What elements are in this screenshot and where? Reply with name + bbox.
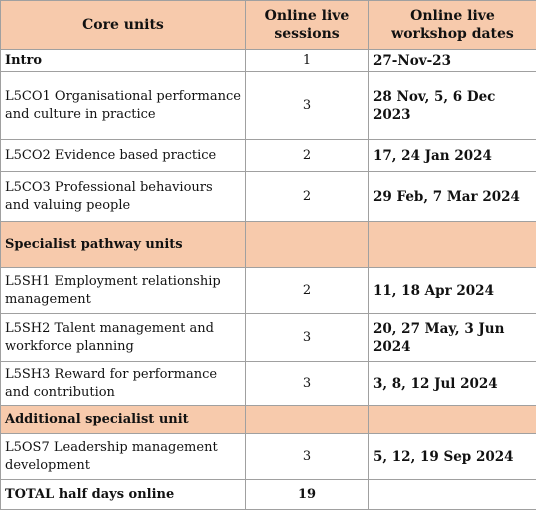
unit-cell: L5SH3 Reward for performance and contrib… bbox=[0, 361, 246, 406]
empty-cell bbox=[368, 479, 536, 510]
section-row: Additional specialist unit bbox=[0, 405, 536, 434]
sessions-cell: 2 bbox=[245, 267, 369, 314]
total-label: TOTAL half days online bbox=[0, 479, 246, 510]
empty-cell bbox=[245, 405, 369, 434]
row: L5SH2 Talent management and workforce pl… bbox=[0, 313, 536, 362]
sessions-cell: 1 bbox=[245, 49, 369, 72]
row: L5CO1 Organisational performance and cul… bbox=[0, 71, 536, 140]
row: L5CO2 Evidence based practice 2 17, 24 J… bbox=[0, 139, 536, 172]
sessions-cell: 3 bbox=[245, 433, 369, 480]
unit-cell: L5CO1 Organisational performance and cul… bbox=[0, 71, 246, 140]
dates-cell: 29 Feb, 7 Mar 2024 bbox=[368, 171, 536, 222]
sessions-cell: 2 bbox=[245, 171, 369, 222]
unit-cell: L5SH1 Employment relationship management bbox=[0, 267, 246, 314]
dates-cell: 28 Nov, 5, 6 Dec 2023 bbox=[368, 71, 536, 140]
dates-cell: 11, 18 Apr 2024 bbox=[368, 267, 536, 314]
sessions-cell: 2 bbox=[245, 139, 369, 172]
dates-cell: 17, 24 Jan 2024 bbox=[368, 139, 536, 172]
row: Intro 1 27-Nov-23 bbox=[0, 49, 536, 72]
sessions-cell: 3 bbox=[245, 71, 369, 140]
unit-cell: L5SH2 Talent management and workforce pl… bbox=[0, 313, 246, 362]
sessions-cell: 3 bbox=[245, 313, 369, 362]
section-cell: Additional specialist unit bbox=[0, 405, 246, 434]
sessions-cell: 3 bbox=[245, 361, 369, 406]
dates-cell: 20, 27 May, 3 Jun 2024 bbox=[368, 313, 536, 362]
unit-cell: L5CO2 Evidence based practice bbox=[0, 139, 246, 172]
total-row: TOTAL half days online 19 bbox=[0, 479, 536, 510]
section-cell: Specialist pathway units bbox=[0, 221, 246, 268]
row: L5OS7 Leadership management development … bbox=[0, 433, 536, 480]
header-cell: Online live sessions bbox=[245, 0, 369, 50]
row: L5CO3 Professional behaviours and valuin… bbox=[0, 171, 536, 222]
unit-cell: Intro bbox=[0, 49, 246, 72]
header-row: Core units Online live sessions Online l… bbox=[0, 0, 536, 50]
unit-cell: L5OS7 Leadership management development bbox=[0, 433, 246, 480]
dates-cell: 5, 12, 19 Sep 2024 bbox=[368, 433, 536, 480]
row: L5SH3 Reward for performance and contrib… bbox=[0, 361, 536, 406]
row: L5SH1 Employment relationship management… bbox=[0, 267, 536, 314]
empty-cell bbox=[368, 221, 536, 268]
header-cell: Online live workshop dates bbox=[368, 0, 536, 50]
empty-cell bbox=[245, 221, 369, 268]
dates-cell: 3, 8, 12 Jul 2024 bbox=[368, 361, 536, 406]
dates-cell: 27-Nov-23 bbox=[368, 49, 536, 72]
unit-cell: L5CO3 Professional behaviours and valuin… bbox=[0, 171, 246, 222]
empty-cell bbox=[368, 405, 536, 434]
section-row: Specialist pathway units bbox=[0, 221, 536, 268]
header-cell: Core units bbox=[0, 0, 246, 50]
total-value: 19 bbox=[245, 479, 369, 510]
